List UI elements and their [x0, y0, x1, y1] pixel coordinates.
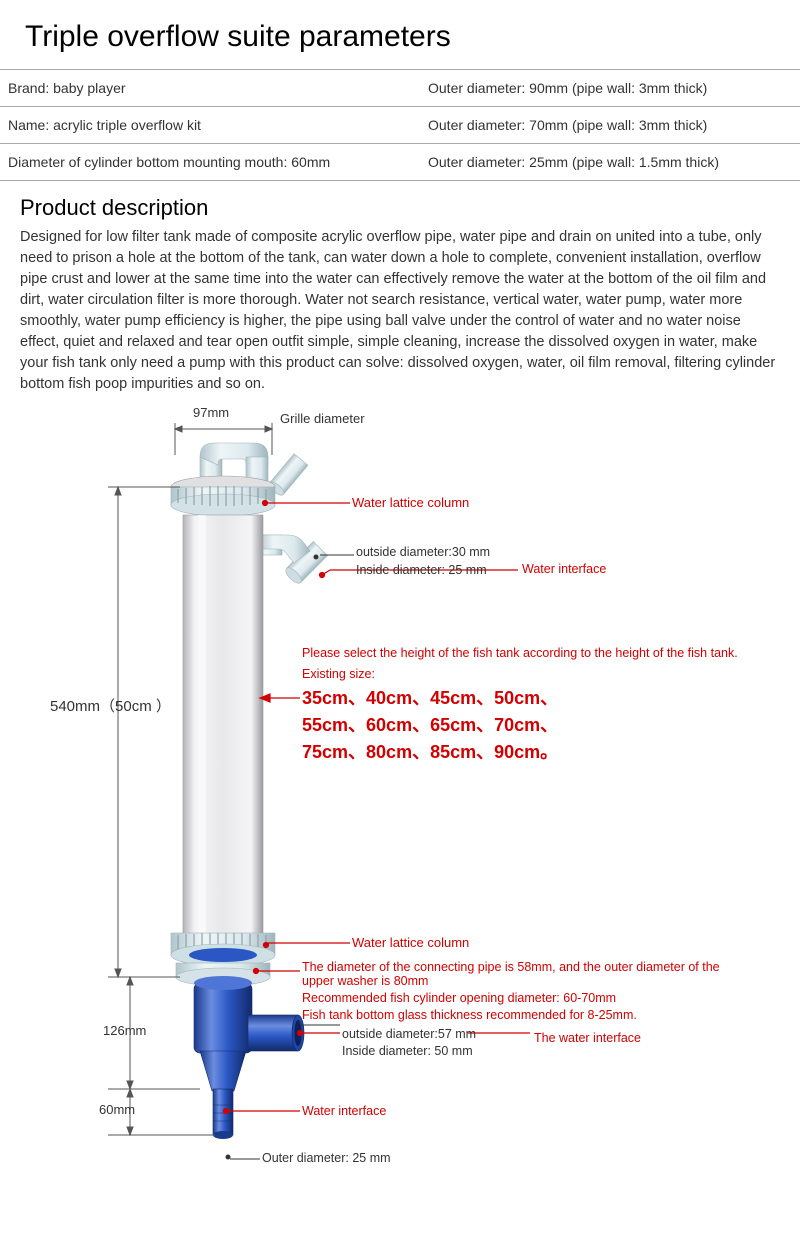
params-table: Brand: baby player Outer diameter: 90mm …	[0, 69, 800, 181]
outside-57-label: outside diameter:57 mm	[342, 1027, 476, 1041]
table-row: Diameter of cylinder bottom mounting mou…	[0, 144, 800, 181]
inside-25-label: Inside diameter: 25 mm	[356, 563, 487, 577]
dim-540mm: 540mm（50cm ）	[50, 695, 171, 716]
table-row: Brand: baby player Outer diameter: 90mm …	[0, 70, 800, 107]
water-interface-top-label: Water interface	[522, 562, 606, 576]
description-body: Designed for low filter tank made of com…	[20, 227, 780, 395]
param-cell: Diameter of cylinder bottom mounting mou…	[0, 144, 420, 180]
water-lattice-top-label: Water lattice column	[352, 495, 469, 510]
description-heading: Product description	[20, 191, 780, 227]
param-cell: Name: acrylic triple overflow kit	[0, 107, 420, 143]
dim-60mm: 60mm	[99, 1102, 135, 1117]
water-lattice-bottom-label: Water lattice column	[352, 935, 469, 950]
table-row: Name: acrylic triple overflow kit Outer …	[0, 107, 800, 144]
water-interface-bottom-label: Water interface	[302, 1104, 386, 1118]
param-cell: Outer diameter: 70mm (pipe wall: 3mm thi…	[420, 107, 800, 143]
existing-size-label: Existing size:	[302, 667, 375, 681]
glass-thickness: Fish tank bottom glass thickness recomme…	[302, 1008, 637, 1022]
the-water-interface-label: The water interface	[534, 1031, 641, 1045]
product-diagram: 97mm Grille diameter Water lattice colum…	[0, 395, 800, 1225]
dim-97mm: 97mm	[193, 405, 229, 420]
sizes-line3: 75cm、80cm、85cm、90cm。	[302, 739, 558, 766]
page-title: Triple overflow suite parameters	[0, 0, 800, 69]
recommended-opening: Recommended fish cylinder opening diamet…	[302, 991, 616, 1005]
select-note: Please select the height of the fish tan…	[302, 646, 738, 660]
param-cell: Outer diameter: 90mm (pipe wall: 3mm thi…	[420, 70, 800, 106]
param-cell: Brand: baby player	[0, 70, 420, 106]
inside-50-label: Inside diameter: 50 mm	[342, 1044, 473, 1058]
connect-note: The diameter of the connecting pipe is 5…	[302, 960, 742, 988]
sizes-line1: 35cm、40cm、45cm、50cm、	[302, 685, 558, 712]
dim-126mm: 126mm	[103, 1023, 146, 1038]
outside-30-label: outside diameter:30 mm	[356, 545, 490, 559]
outer-25-label: Outer diameter: 25 mm	[262, 1151, 391, 1165]
grille-diameter-label: Grille diameter	[280, 411, 365, 426]
sizes-line2: 55cm、60cm、65cm、70cm、	[302, 712, 558, 739]
param-cell: Outer diameter: 25mm (pipe wall: 1.5mm t…	[420, 144, 800, 180]
